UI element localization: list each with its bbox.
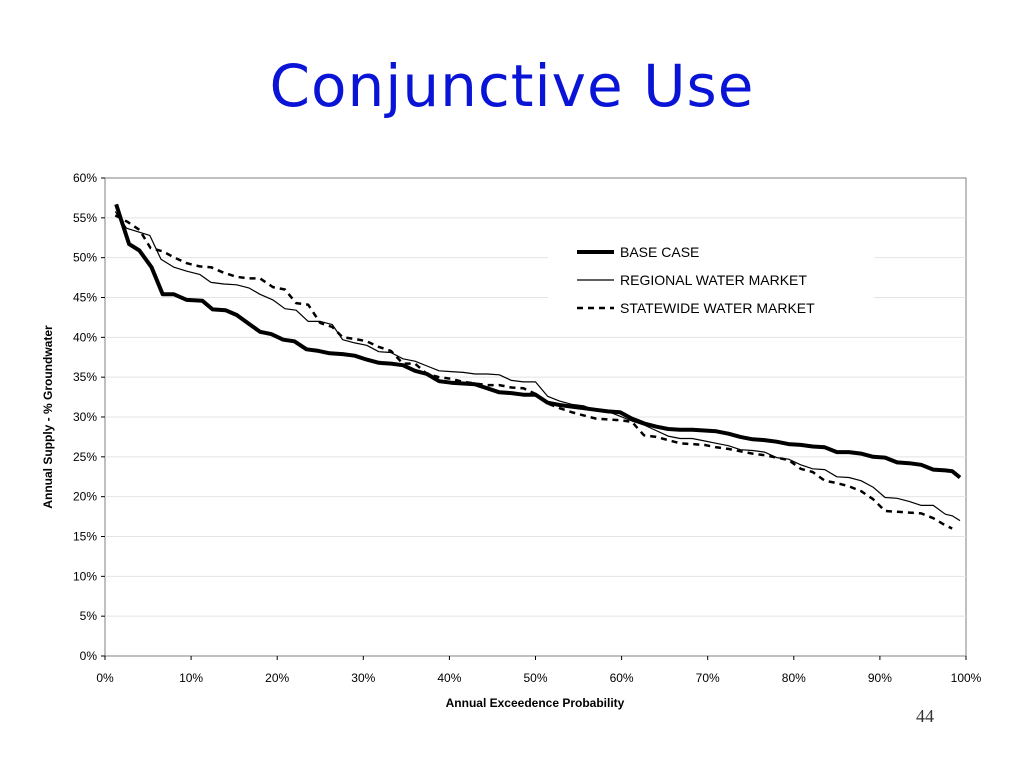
line-chart: 0% 5% 10% 15% 20% 25% 30% 35% 40% 45% 50% 55% 60% 0%… bbox=[0, 0, 1024, 768]
y-tick-label: 55% bbox=[73, 211, 97, 225]
legend-label: STATEWIDE WATER MARKET bbox=[620, 300, 815, 316]
y-tick-label: 30% bbox=[73, 410, 97, 424]
y-tick-label: 5% bbox=[80, 609, 98, 623]
page-number: 44 bbox=[905, 706, 945, 727]
y-tick-label: 10% bbox=[73, 569, 97, 583]
y-tick-label: 15% bbox=[73, 530, 97, 544]
x-tick-label: 20% bbox=[265, 671, 289, 685]
x-tick-label: 0% bbox=[96, 671, 114, 685]
y-tick-label: 25% bbox=[73, 450, 97, 464]
x-tick-label: 50% bbox=[523, 671, 547, 685]
x-tick-label: 60% bbox=[610, 671, 634, 685]
y-tick-label: 40% bbox=[73, 330, 97, 344]
legend-label: REGIONAL WATER MARKET bbox=[620, 272, 807, 288]
x-tick-label: 10% bbox=[179, 671, 203, 685]
x-axis-title: Annual Exceedence Probability bbox=[446, 696, 625, 710]
y-tick-label: 20% bbox=[73, 490, 97, 504]
y-tick-label: 0% bbox=[80, 649, 98, 663]
y-tick-label: 50% bbox=[73, 251, 97, 265]
y-tick-label: 35% bbox=[73, 370, 97, 384]
legend-label: BASE CASE bbox=[620, 244, 699, 260]
x-tick-label: 90% bbox=[868, 671, 892, 685]
y-tick-label: 45% bbox=[73, 291, 97, 305]
x-tick-label: 100% bbox=[951, 671, 982, 685]
y-axis-title: Annual Supply - % Groundwater bbox=[41, 325, 55, 509]
legend: BASE CASE REGIONAL WATER MARKET STATEWIDE … bbox=[548, 238, 874, 322]
y-tick-label: 60% bbox=[73, 171, 97, 185]
x-axis-ticks: 0% 10% 20% 30% 40% 50% 60% 70% 80% 90% 100% bbox=[96, 656, 981, 685]
x-tick-label: 70% bbox=[696, 671, 720, 685]
x-tick-label: 40% bbox=[437, 671, 461, 685]
x-tick-label: 80% bbox=[782, 671, 806, 685]
x-tick-label: 30% bbox=[351, 671, 375, 685]
y-axis-ticks: 0% 5% 10% 15% 20% 25% 30% 35% 40% 45% 50% 55% 60% bbox=[73, 171, 105, 663]
